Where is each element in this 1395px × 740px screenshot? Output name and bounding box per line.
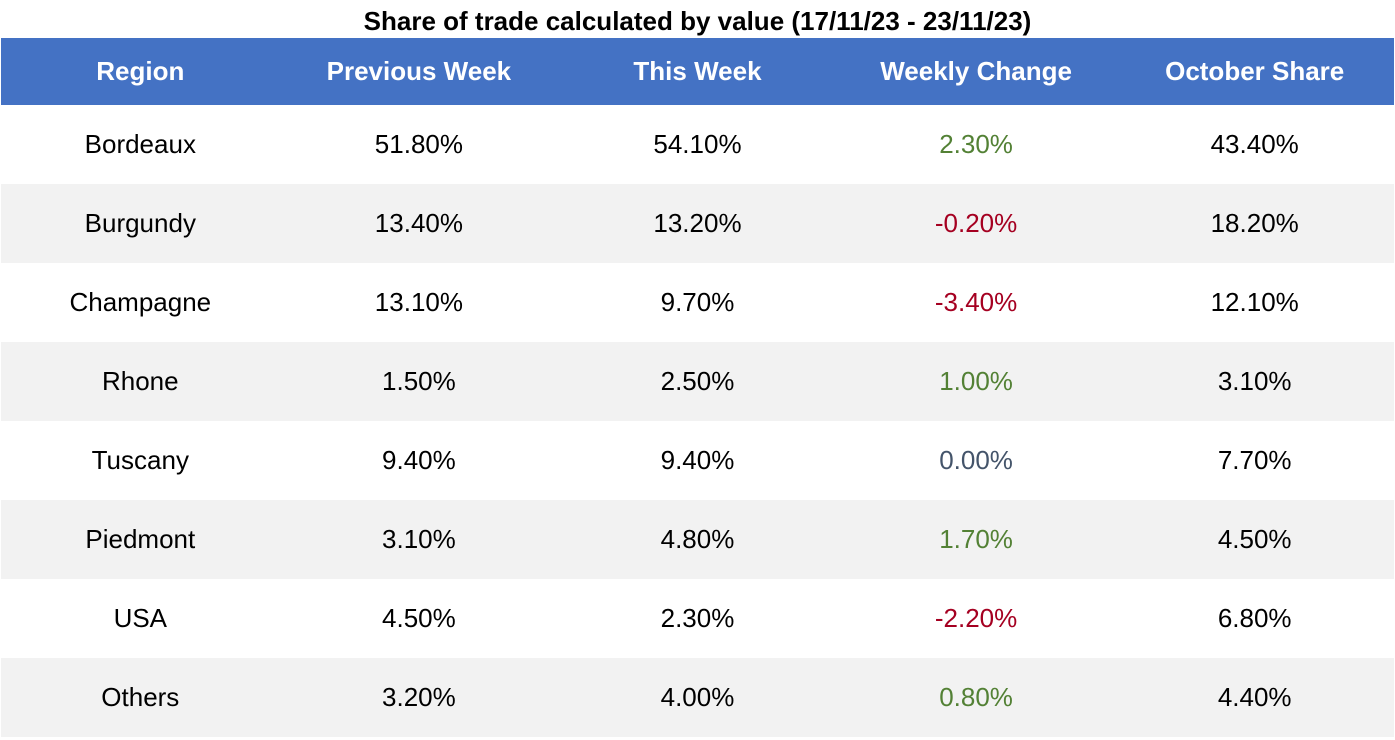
header-this-week: This Week: [558, 38, 837, 105]
weekly-change-cell: 2.30%: [836, 105, 1116, 184]
table-row: Others 3.20% 4.00% 0.80% 4.40%: [1, 658, 1394, 737]
region-cell: Bordeaux: [1, 105, 280, 184]
table-row: Piedmont 3.10% 4.80% 1.70% 4.50%: [1, 500, 1394, 579]
region-cell: Champagne: [1, 263, 280, 342]
previous-week-cell: 13.40%: [279, 184, 559, 263]
this-week-cell: 9.40%: [558, 421, 837, 500]
this-week-cell: 4.00%: [558, 658, 837, 737]
table-title: Share of trade calculated by value (17/1…: [363, 6, 1032, 36]
october-share-cell: 4.40%: [1115, 658, 1394, 737]
region-cell: Burgundy: [1, 184, 280, 263]
region-cell: USA: [1, 579, 280, 658]
table-row: Champagne 13.10% 9.70% -3.40% 12.10%: [1, 263, 1394, 342]
header-october-share: October Share: [1115, 38, 1394, 105]
previous-week-cell: 13.10%: [279, 263, 559, 342]
october-share-cell: 18.20%: [1115, 184, 1394, 263]
previous-week-cell: 1.50%: [279, 342, 559, 421]
header-weekly-change: Weekly Change: [836, 38, 1116, 105]
previous-week-cell: 9.40%: [279, 421, 559, 500]
weekly-change-cell: 0.80%: [836, 658, 1116, 737]
october-share-cell: 7.70%: [1115, 421, 1394, 500]
previous-week-cell: 4.50%: [279, 579, 559, 658]
table-row: Burgundy 13.40% 13.20% -0.20% 18.20%: [1, 184, 1394, 263]
header-region: Region: [1, 38, 280, 105]
this-week-cell: 2.50%: [558, 342, 837, 421]
weekly-change-cell: -2.20%: [836, 579, 1116, 658]
table-row: Tuscany 9.40% 9.40% 0.00% 7.70%: [1, 421, 1394, 500]
header-previous-week: Previous Week: [279, 38, 559, 105]
weekly-change-cell: 1.70%: [836, 500, 1116, 579]
table-row: USA 4.50% 2.30% -2.20% 6.80%: [1, 579, 1394, 658]
this-week-cell: 2.30%: [558, 579, 837, 658]
previous-week-cell: 51.80%: [279, 105, 559, 184]
header-row: Region Previous Week This Week Weekly Ch…: [1, 38, 1394, 105]
october-share-cell: 6.80%: [1115, 579, 1394, 658]
october-share-cell: 4.50%: [1115, 500, 1394, 579]
october-share-cell: 3.10%: [1115, 342, 1394, 421]
weekly-change-cell: 1.00%: [836, 342, 1116, 421]
october-share-cell: 12.10%: [1115, 263, 1394, 342]
trade-share-table: Region Previous Week This Week Weekly Ch…: [1, 38, 1394, 737]
weekly-change-cell: -3.40%: [836, 263, 1116, 342]
weekly-change-cell: 0.00%: [836, 421, 1116, 500]
previous-week-cell: 3.10%: [279, 500, 559, 579]
this-week-cell: 4.80%: [558, 500, 837, 579]
region-cell: Piedmont: [1, 500, 280, 579]
this-week-cell: 13.20%: [558, 184, 837, 263]
table-row: Rhone 1.50% 2.50% 1.00% 3.10%: [1, 342, 1394, 421]
october-share-cell: 43.40%: [1115, 105, 1394, 184]
weekly-change-cell: -0.20%: [836, 184, 1116, 263]
previous-week-cell: 3.20%: [279, 658, 559, 737]
region-cell: Others: [1, 658, 280, 737]
region-cell: Rhone: [1, 342, 280, 421]
table-row: Bordeaux 51.80% 54.10% 2.30% 43.40%: [1, 105, 1394, 184]
this-week-cell: 9.70%: [558, 263, 837, 342]
this-week-cell: 54.10%: [558, 105, 837, 184]
region-cell: Tuscany: [1, 421, 280, 500]
